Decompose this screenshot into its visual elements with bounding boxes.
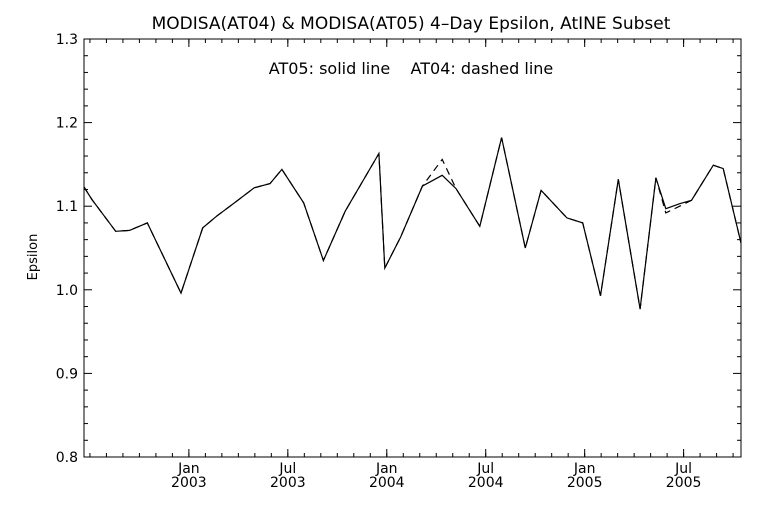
plot-frame [83, 38, 742, 458]
series-line-at05 [83, 137, 742, 310]
x-tick-label-month: Jan [177, 461, 200, 477]
y-tick-label: 0.8 [56, 450, 78, 466]
x-tick-label-year: 2003 [270, 475, 306, 491]
chart-annotation: AT05: solid line AT04: dashed line [269, 59, 554, 78]
series-group [83, 137, 742, 310]
x-axis: Jan2003Jul2003Jan2004Jul2004Jan2005Jul20… [89, 39, 734, 491]
y-tick-label: 1.2 [56, 116, 78, 132]
y-tick-label: 1.0 [56, 283, 78, 299]
y-tick-label: 1.3 [56, 32, 78, 48]
x-tick-label-month: Jan [375, 461, 398, 477]
x-tick-label-year: 2004 [468, 475, 504, 491]
y-axis: 0.8 0.9 1.0 1.1 1.2 1.3 [56, 32, 741, 466]
y-axis-label: Epsilon [26, 234, 41, 281]
x-tick-label-year: 2003 [171, 475, 207, 491]
x-tick-label-year: 2005 [567, 475, 603, 491]
x-tick-label-month: Jan [573, 461, 596, 477]
x-tick-label-month: Jul [278, 461, 296, 477]
y-tick-label: 1.1 [56, 199, 78, 215]
y-tick-label: 0.9 [56, 366, 78, 382]
x-tick-label-year: 2004 [369, 475, 405, 491]
x-tick-label-month: Jul [476, 461, 494, 477]
chart-title: MODISA(AT04) & MODISA(AT05) 4–Day Epsilo… [152, 14, 671, 34]
series-line-at04 [83, 137, 742, 310]
x-tick-label-month: Jul [674, 461, 692, 477]
x-tick-label-year: 2005 [666, 475, 702, 491]
